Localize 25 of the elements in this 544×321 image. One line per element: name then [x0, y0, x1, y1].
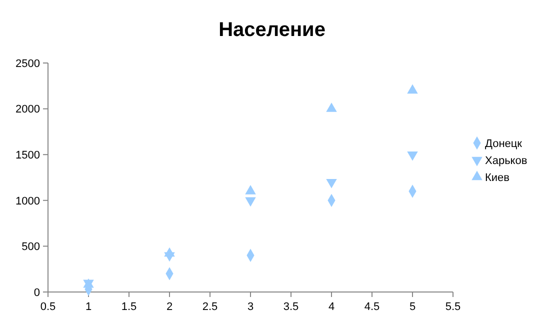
x-tick-label: 5.5 — [445, 301, 461, 313]
y-tick-label: 1000 — [16, 195, 40, 208]
y-tick-label: 500 — [22, 241, 40, 254]
legend-label: Киев — [485, 172, 510, 184]
point — [326, 102, 337, 112]
x-tick-label: 2.5 — [202, 301, 218, 313]
point — [164, 247, 175, 257]
x-tick-label: 4.5 — [364, 301, 380, 313]
x-tick-label: 1 — [85, 301, 92, 313]
y-tick-label: 2000 — [16, 104, 40, 116]
legend-label: Харьков — [485, 154, 528, 167]
x-tick-label: 3.5 — [283, 301, 299, 313]
x-tick-label: 1.5 — [121, 301, 137, 313]
legend-label: Донецк — [485, 138, 522, 150]
x-tick-label: 5 — [409, 301, 416, 313]
x-tick-label: 3 — [247, 301, 254, 313]
y-tick-label: 0 — [34, 286, 40, 299]
x-tick-label: 2 — [166, 301, 173, 313]
y-tick-label: 1500 — [16, 149, 40, 162]
x-tick-label: 4 — [328, 301, 335, 313]
chart-title: Население — [218, 19, 326, 41]
y-tick-label: 2500 — [16, 58, 40, 70]
x-tick-label: 0.5 — [40, 301, 56, 313]
point — [407, 84, 418, 94]
point — [245, 185, 256, 194]
